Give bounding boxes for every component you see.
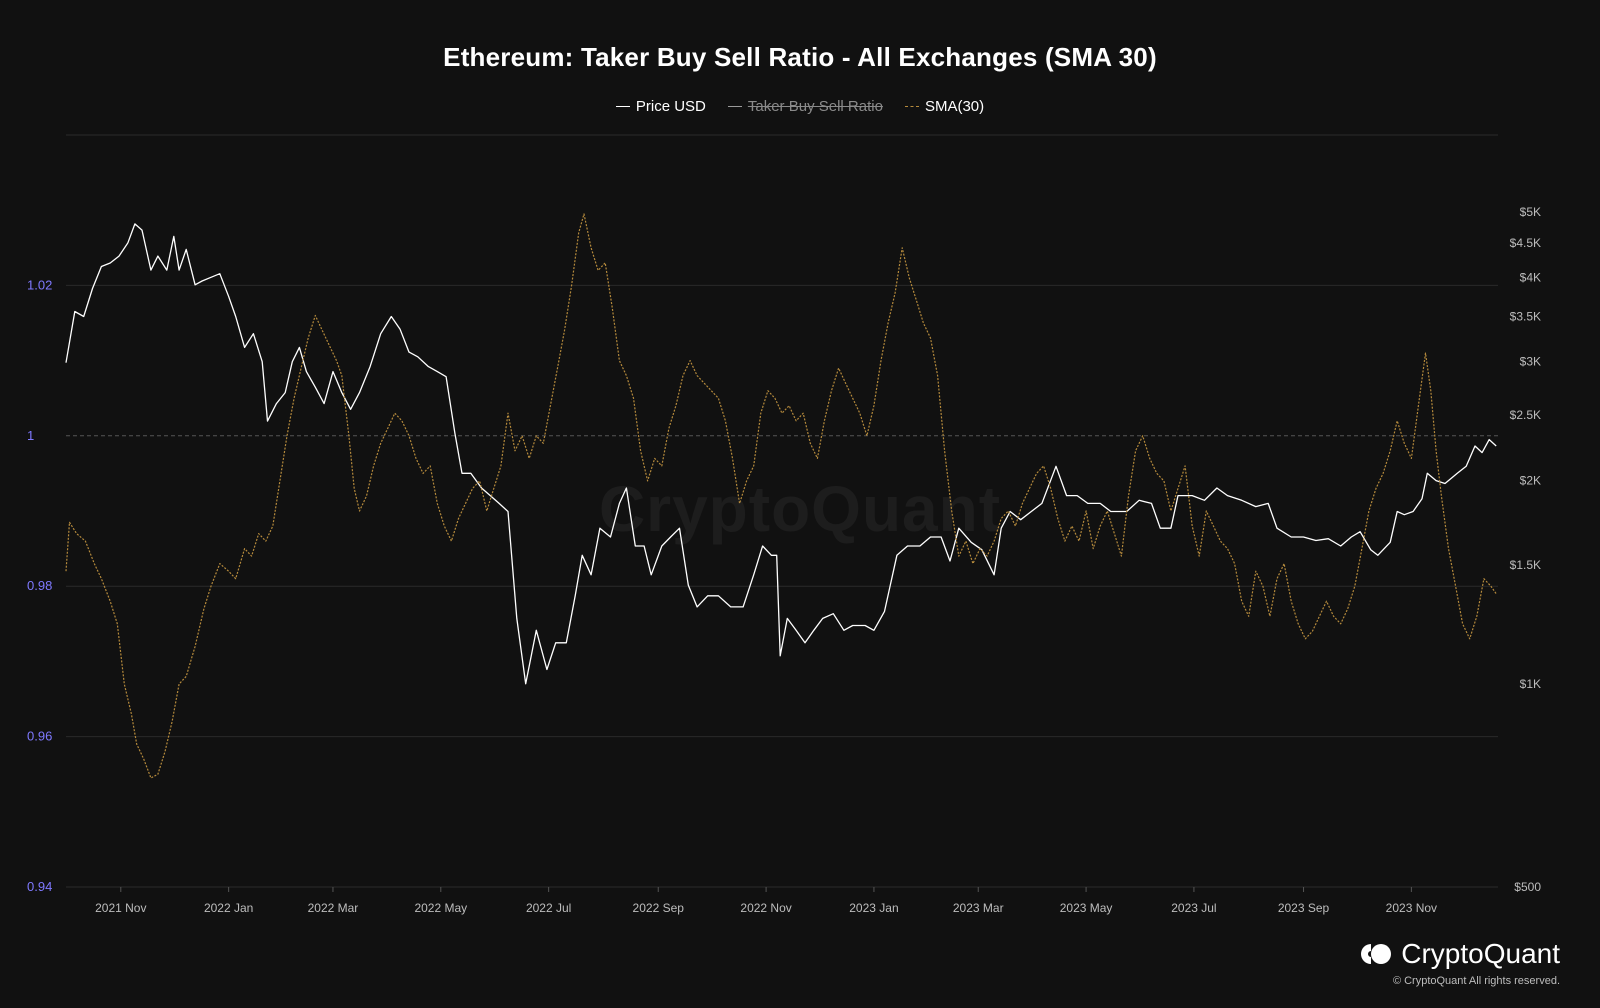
right-tick-label: $2K (1520, 474, 1541, 488)
x-tick-label: 2023 Jan (849, 901, 898, 915)
right-tick-label: $5K (1520, 205, 1541, 219)
legend-swatch-sma (904, 106, 919, 107)
right-tick-label: $500 (1514, 880, 1541, 894)
left-tick-label: 0.98 (27, 578, 52, 593)
right-tick-label: $1.5K (1510, 558, 1541, 572)
x-tick-label: 2022 Jan (204, 901, 253, 915)
left-tick-label: 1.02 (27, 277, 52, 292)
right-tick-label: $2.5K (1510, 408, 1541, 422)
left-axis: 0.94 0.96 0.98 1 1.02 (27, 277, 52, 894)
chart-title: Ethereum: Taker Buy Sell Ratio - All Exc… (443, 42, 1157, 72)
right-tick-label: $3.5K (1510, 309, 1541, 323)
series-line-sma30 (65, 213, 1497, 779)
cryptoquant-logo-icon (1361, 944, 1392, 964)
left-tick-label: 0.94 (27, 879, 52, 894)
x-tick-label: 2023 Nov (1386, 901, 1437, 915)
series-line-price-usd (65, 223, 1497, 685)
left-tick-label: 0.96 (27, 729, 52, 744)
x-tick-label: 2022 May (414, 901, 467, 915)
right-tick-label: $1K (1520, 677, 1541, 691)
copyright: © CryptoQuant All rights reserved. (1392, 975, 1560, 987)
x-tick-label: 2022 Nov (740, 901, 791, 915)
legend-item-taker-ratio[interactable]: Taker Buy Sell Ratio (727, 98, 883, 115)
legend-label-price: Price USD (635, 98, 706, 115)
legend-swatch-price (615, 106, 630, 107)
x-tick-label: 2023 Jul (1171, 901, 1216, 915)
right-tick-label: $4K (1520, 270, 1541, 284)
legend-label-sma: SMA(30) (924, 98, 985, 115)
legend: Price USD Taker Buy Sell Ratio SMA(30) (0, 98, 1600, 115)
legend-item-price[interactable]: Price USD (615, 98, 706, 115)
x-tick-label: 2023 Sep (1278, 901, 1330, 915)
brand-logo: CryptoQuant (1359, 938, 1560, 970)
x-tick-label: 2022 Mar (308, 901, 359, 915)
legend-swatch-taker-ratio (727, 106, 742, 107)
x-tick-label: 2021 Nov (95, 901, 146, 915)
right-tick-label: $3K (1520, 355, 1541, 369)
x-axis: 2021 Nov 2022 Jan 2022 Mar 2022 May 2022 Jul… (95, 887, 1437, 915)
legend-label-taker-ratio: Taker Buy Sell Ratio (747, 98, 883, 115)
brand-name: CryptoQuant (1401, 938, 1560, 969)
x-tick-label: 2022 Jul (526, 901, 571, 915)
x-tick-label: 2023 Mar (953, 901, 1004, 915)
x-tick-label: 2023 May (1060, 901, 1113, 915)
series-layer (65, 213, 1497, 779)
legend-item-sma[interactable]: SMA(30) (904, 98, 985, 115)
grid-layer (66, 134, 1498, 888)
right-tick-label: $4.5K (1510, 236, 1541, 250)
right-axis: $500 $1K $1.5K $2K $2.5K $3K $3.5K $4K $4.5K $5K (1510, 205, 1542, 894)
left-tick-label: 1 (27, 428, 34, 443)
x-tick-label: 2022 Sep (633, 901, 685, 915)
